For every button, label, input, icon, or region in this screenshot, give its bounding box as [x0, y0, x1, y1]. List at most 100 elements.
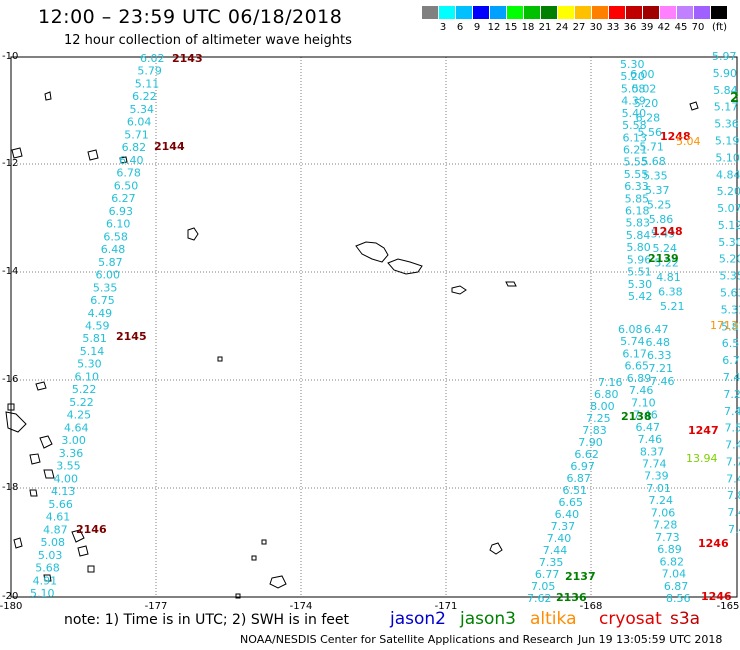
wave-height-value: 7.25 — [586, 412, 611, 425]
wave-height-value: 7.10 — [631, 396, 656, 409]
legend-swatch — [660, 6, 676, 19]
lat-tick-label: -16 — [2, 374, 19, 385]
island-outline — [77, 545, 89, 557]
wave-height-value: 6.00 — [95, 269, 120, 282]
legend-swatch — [609, 6, 625, 19]
wave-height-value: 5.31 — [721, 303, 740, 316]
page-title: 12:00 – 23:59 UTC 06/18/2018 — [38, 6, 343, 28]
pass-number-label: 1713 — [710, 319, 738, 332]
island-outline — [217, 356, 223, 362]
wave-height-value: 7.73 — [655, 531, 680, 544]
wave-height-value: 5.55 — [624, 168, 649, 181]
lon-tick-label: -177 — [144, 601, 168, 612]
wave-height-value: 7.41 — [725, 439, 740, 452]
wave-height-value: 5.12 — [718, 219, 740, 232]
lon-tick-label: -174 — [289, 601, 313, 612]
legend-swatch — [558, 6, 574, 19]
wave-height-value: 5.08 — [40, 536, 65, 549]
wave-height-value: 6.40 — [555, 508, 580, 521]
wave-height-value: 5.97 — [712, 50, 737, 63]
wave-height-value: 5.07 — [717, 202, 740, 215]
legend-label: 3 — [439, 22, 447, 33]
legend-label: 36 — [623, 22, 637, 33]
wave-height-value: 7.80 — [727, 489, 740, 502]
wave-height-value: 6.87 — [566, 472, 591, 485]
pass-number-label: 2143 — [172, 52, 203, 65]
pass-number-label: 2138 — [621, 410, 652, 423]
wave-height-value: 5.11 — [135, 77, 160, 90]
wave-height-value: 5.96 — [627, 253, 652, 266]
wave-height-value: 4.00 — [54, 472, 78, 485]
wave-height-value: 7.44 — [543, 544, 568, 557]
wave-height-value: 5.83 — [625, 217, 650, 230]
legend-swatch — [507, 6, 523, 19]
wave-height-value: 5.30 — [718, 236, 740, 249]
legend-label: 42 — [657, 22, 671, 33]
lat-tick-label: -12 — [2, 158, 19, 169]
wave-height-value: 7.46 — [629, 384, 654, 397]
wave-height-value: 6.75 — [90, 294, 115, 307]
pass-number-label: 2136 — [556, 591, 587, 604]
wave-height-value: 5.22 — [72, 383, 97, 396]
island-outline — [261, 539, 267, 545]
island-outlines — [5, 91, 699, 599]
wave-height-value: 5.74 — [620, 335, 645, 348]
wave-height-value: 7.28 — [653, 519, 678, 532]
wave-height-value: 7.01 — [646, 482, 671, 495]
wave-height-value: 5.68 — [641, 155, 666, 168]
wave-height-value: 6.47 — [644, 323, 669, 336]
wave-height-value: 6.87 — [664, 580, 689, 593]
page-subtitle: 12 hour collection of altimeter wave hei… — [64, 33, 352, 48]
lat-tick-label: -20 — [2, 591, 19, 602]
wave-height-value: 6.65 — [625, 360, 650, 373]
island-outline — [44, 91, 52, 101]
wave-height-value: 4.59 — [85, 320, 110, 333]
note-text: note: 1) Time is in UTC; 2) SWH is in fe… — [64, 612, 350, 628]
legend-label: 6 — [456, 22, 464, 33]
wave-height-value: 7.74 — [642, 458, 667, 471]
wave-height-value: 6.04 — [127, 116, 151, 129]
wave-height-value: 7.62 — [527, 592, 552, 605]
wave-height-value: 4.91 — [33, 574, 58, 587]
legend-swatch — [456, 6, 472, 19]
wave-height-value: 7.21 — [649, 362, 674, 375]
wave-height-value: 6.40 — [119, 154, 144, 167]
footer-timestamp: Jun 19 13:05:59 UTC 2018 — [578, 633, 723, 646]
island-outline — [5, 411, 27, 433]
wave-height-value: 4.64 — [64, 421, 89, 434]
legend-swatch — [422, 6, 438, 19]
wave-height-value: 5.02 — [632, 83, 657, 96]
legend-swatch — [439, 6, 455, 19]
wave-height-value: 6.00 — [630, 68, 655, 81]
wave-height-value: 6.65 — [559, 496, 584, 509]
wave-height-value: 7.83 — [582, 424, 607, 437]
lon-tick-label: -180 — [0, 601, 23, 612]
legend-label: 24 — [555, 22, 569, 33]
island-outline — [39, 435, 53, 449]
wave-height-value: 5.87 — [98, 256, 123, 269]
wave-height-value: 6.50 — [114, 179, 139, 192]
wave-height-value: 5.40 — [622, 107, 647, 120]
wave-height-value: 5.03 — [38, 549, 63, 562]
legend-label: 45 — [674, 22, 688, 33]
graticule — [10, 56, 738, 598]
wave-height-value: 6.10 — [106, 218, 131, 231]
island-outline — [505, 281, 517, 287]
pass-number-label: 2146 — [76, 523, 107, 536]
wave-height-value: 5.55 — [623, 156, 648, 169]
wave-height-value: 6.48 — [646, 336, 671, 349]
wave-height-value: 6.82 — [122, 141, 146, 154]
wave-height-value: 5.85 — [625, 192, 650, 205]
lat-tick-label: -14 — [2, 266, 19, 277]
wave-height-value: 5.68 — [35, 562, 60, 575]
wave-height-value: 5.34 — [130, 103, 155, 116]
wave-height-value: 6.28 — [636, 112, 661, 125]
wave-height-value: 5.84 — [626, 229, 651, 242]
wave-height-value: 7.46 — [633, 409, 658, 422]
wave-height-value: 5.30 — [628, 278, 653, 291]
wave-height-value: 4.61 — [46, 511, 71, 524]
wave-height-value: 5.56 — [638, 126, 663, 139]
wave-height-value: 7.37 — [551, 520, 576, 533]
wave-height-value: 3.55 — [56, 460, 81, 473]
wave-height-value: 5.10 — [715, 151, 740, 164]
